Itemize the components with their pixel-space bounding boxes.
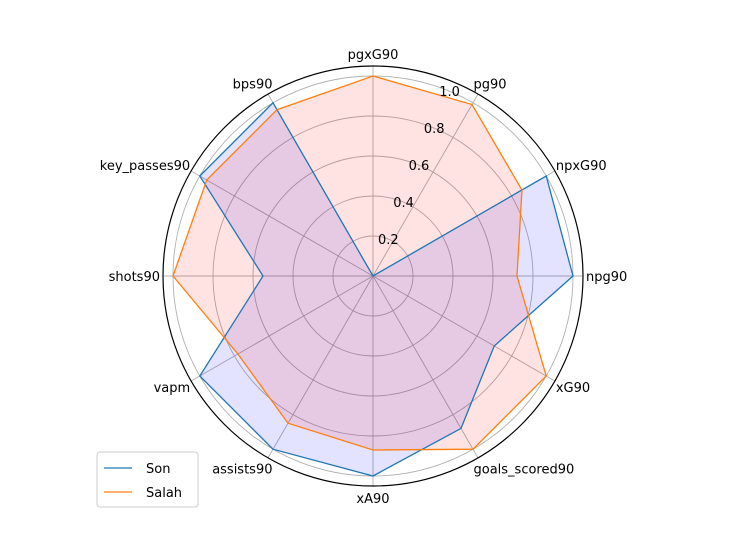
radial-tick-label: 0.6 [409,159,430,174]
category-label: npg90 [586,270,627,285]
category-label: pgxG90 [348,48,399,63]
category-label: shots90 [109,270,160,285]
category-label: bps90 [233,78,273,93]
category-label: xA90 [356,492,389,507]
category-label: pg90 [474,78,507,93]
radial-tick-label: 1.0 [439,85,460,100]
legend: Son Salah [97,452,198,507]
radial-tick-label: 0.2 [378,233,399,248]
legend-label-salah: Salah [146,486,182,501]
radial-tick-label: 0.8 [424,122,445,137]
legend-label-son: Son [146,462,170,477]
category-label: goals_scored90 [474,462,575,477]
radial-tick-label: 0.4 [393,196,414,211]
category-label: key_passes90 [100,159,190,174]
category-label: assists90 [212,462,272,477]
category-label: npxG90 [556,159,607,174]
category-label: xG90 [556,381,590,396]
category-label: vapm [154,381,191,396]
